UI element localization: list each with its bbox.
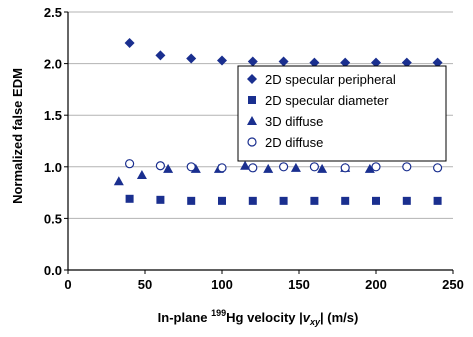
legend-marker-open-circle — [247, 137, 257, 147]
data-point-diamond — [124, 37, 135, 48]
x-tick-label: 100 — [211, 277, 233, 292]
data-point-square — [310, 196, 319, 205]
data-point-diamond — [278, 56, 289, 67]
x-tick-label: 0 — [64, 277, 71, 292]
legend: 2D specular peripheral 2D specular diamet… — [237, 65, 447, 162]
legend-label: 3D diffuse — [265, 114, 323, 129]
legend-label: 2D diffuse — [265, 135, 323, 150]
y-tick-label: 1.0 — [44, 160, 62, 175]
y-axis-title: Normalized false EDM — [10, 68, 25, 204]
y-tick-label: 2.0 — [44, 57, 62, 72]
data-point-open-circle — [155, 161, 165, 171]
data-point-triangle — [163, 163, 174, 173]
data-point-open-circle — [217, 163, 227, 173]
axes-layer — [64, 11, 454, 274]
data-point-diamond — [309, 57, 320, 68]
data-point-triangle — [136, 170, 147, 180]
data-point-triangle — [240, 160, 251, 170]
data-point-open-circle — [248, 163, 258, 173]
data-point-square — [248, 196, 257, 205]
data-point-open-circle — [340, 163, 350, 173]
x-tick-label: 200 — [365, 277, 387, 292]
legend-marker-triangle — [247, 116, 257, 125]
data-point-square — [187, 196, 196, 205]
legend-marker-square — [248, 96, 256, 104]
x-tick-label: 150 — [288, 277, 310, 292]
x-axis-title-suffix: | (m/s) — [320, 310, 358, 325]
data-point-square — [156, 195, 165, 204]
x-axis-title: In-plane 199Hg velocity |vxy| (m/s) — [158, 308, 359, 327]
data-point-diamond — [247, 56, 258, 67]
data-point-square — [402, 196, 411, 205]
x-axis-title-var: v — [303, 310, 311, 325]
data-point-diamond — [401, 57, 412, 68]
data-point-triangle — [113, 176, 124, 186]
y-tick-label: 0.5 — [44, 211, 62, 226]
legend-box — [237, 65, 447, 162]
points-layer — [113, 37, 443, 205]
data-point-square — [433, 196, 442, 205]
data-point-diamond — [186, 53, 197, 64]
data-point-diamond — [217, 55, 227, 66]
legend-label: 2D specular peripheral — [265, 72, 396, 87]
data-point-open-circle — [279, 162, 289, 172]
data-point-square — [372, 196, 380, 205]
y-tick-label: 1.5 — [44, 108, 62, 123]
data-point-diamond — [371, 57, 381, 68]
x-axis-title-prefix: In-plane — [158, 310, 211, 325]
data-point-diamond — [155, 50, 166, 61]
legend-marker-diamond — [247, 74, 257, 84]
data-point-triangle — [364, 163, 375, 173]
data-point-square — [341, 196, 350, 205]
data-point-open-circle — [186, 162, 196, 172]
y-tick-label: 0.0 — [44, 263, 62, 278]
x-axis-title-isotope: 199 — [211, 308, 226, 318]
x-axis-title-element: Hg velocity | — [226, 310, 303, 325]
data-point-triangle — [290, 162, 301, 172]
legend-label: 2D specular diameter — [265, 93, 389, 108]
data-point-open-circle — [309, 162, 319, 172]
x-axis-title-sub: xy — [309, 317, 321, 327]
data-point-triangle — [263, 163, 274, 173]
ticks-layer: 0.0 0.5 1.0 1.5 2.0 2.5 0 50 100 150 200 250 — [44, 5, 464, 292]
data-point-triangle — [317, 163, 328, 173]
data-point-open-circle — [125, 159, 135, 169]
x-tick-label: 50 — [138, 277, 152, 292]
data-point-square — [279, 196, 288, 205]
data-point-square — [218, 196, 226, 205]
data-point-open-circle — [371, 162, 381, 172]
data-point-open-circle — [402, 162, 412, 172]
data-point-diamond — [432, 57, 443, 68]
x-tick-label: 250 — [442, 277, 464, 292]
data-point-diamond — [340, 57, 351, 68]
data-point-open-circle — [433, 163, 443, 173]
y-tick-label: 2.5 — [44, 5, 62, 20]
data-point-square — [125, 194, 134, 203]
